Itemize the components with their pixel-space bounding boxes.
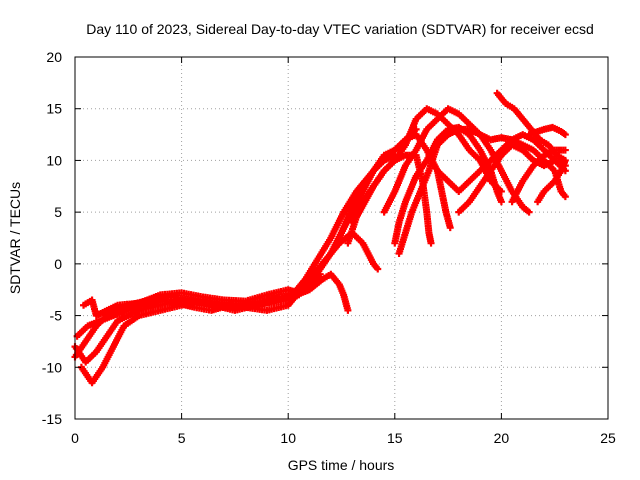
grid — [75, 57, 608, 419]
y-axis-label: SDTVAR / TECUs — [7, 182, 23, 294]
plot-frame — [74, 56, 609, 420]
x-tick-label: 20 — [494, 430, 510, 446]
y-tick-label: -10 — [42, 359, 62, 375]
data-track — [348, 151, 435, 247]
data-points — [71, 89, 569, 387]
x-tick-label: 5 — [178, 430, 186, 446]
data-point — [561, 146, 569, 154]
y-tick-labels: -15 -10 -5 0 5 10 15 20 — [42, 49, 62, 427]
data-point — [561, 193, 569, 201]
data-track — [525, 123, 569, 139]
data-point — [534, 198, 542, 206]
y-tick-label: -15 — [42, 411, 62, 427]
chart-title: Day 110 of 2023, Sidereal Day-to-day VTE… — [86, 21, 594, 37]
y-tick-label: 0 — [54, 256, 62, 272]
x-axis-label: GPS time / hours — [288, 457, 395, 473]
data-track — [455, 141, 569, 216]
data-point — [525, 208, 533, 216]
x-tick-label: 10 — [280, 430, 296, 446]
data-track — [508, 146, 569, 206]
x-tick-label: 0 — [71, 430, 79, 446]
y-tick-label: 10 — [46, 152, 62, 168]
data-point — [497, 198, 505, 206]
x-tick-labels: 0 5 10 15 20 25 — [71, 430, 616, 446]
data-point — [316, 270, 324, 278]
x-tick-label: 15 — [387, 430, 403, 446]
data-point — [374, 265, 382, 273]
data-point — [446, 224, 454, 232]
y-tick-label: 20 — [46, 49, 62, 65]
y-tick-label: 15 — [46, 101, 62, 117]
data-point — [427, 239, 435, 247]
x-tick-label: 25 — [600, 430, 616, 446]
y-tick-label: -5 — [50, 308, 63, 324]
data-track — [73, 270, 352, 340]
data-track — [395, 125, 569, 258]
y-tick-label: 5 — [54, 204, 62, 220]
data-point — [344, 306, 352, 314]
data-point — [561, 131, 569, 139]
data-track — [80, 270, 324, 320]
data-track — [327, 131, 454, 258]
